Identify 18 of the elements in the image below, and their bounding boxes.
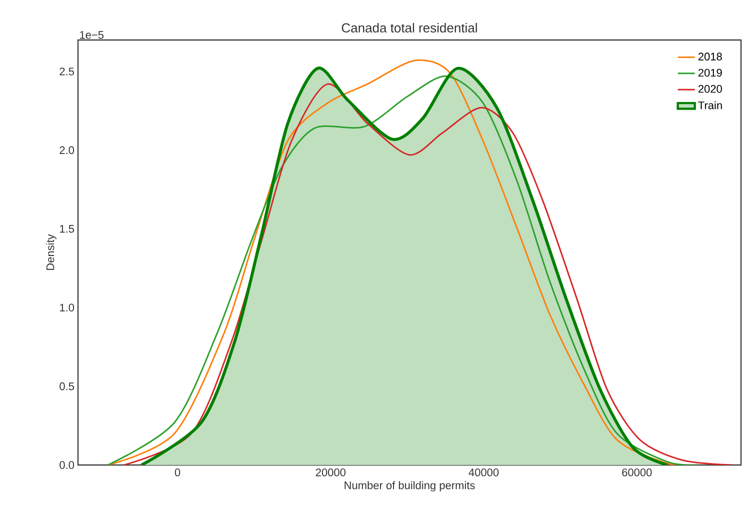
text: 1e−5 <box>80 31 104 39</box>
y-tick-label: 0.5 <box>60 382 74 390</box>
x-tick-label: 40000 <box>468 468 499 476</box>
x-tick-label: 20000 <box>316 468 346 476</box>
x-axis-title: Number of building permits <box>344 481 475 492</box>
y-tick-label: 2.5 <box>60 68 74 76</box>
y-axis-title: Density <box>46 234 56 270</box>
y-tick-label: 1.5 <box>60 225 74 233</box>
legend-label: 2020 <box>698 84 722 93</box>
x-tick-label: 0 <box>174 468 180 476</box>
legend-label: Train <box>698 101 722 110</box>
chart-title: Canada total residential <box>342 22 477 32</box>
y-tick-label: 2.0 <box>60 146 74 154</box>
legend-label: 2018 <box>698 52 722 60</box>
y-tick-label: 1.0 <box>60 304 74 312</box>
x-tick-label: 60000 <box>622 468 652 476</box>
y-tick-label: 0.0 <box>60 461 74 469</box>
legend-label: 2019 <box>698 68 722 77</box>
